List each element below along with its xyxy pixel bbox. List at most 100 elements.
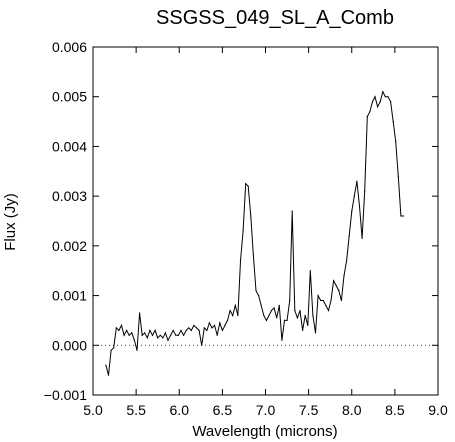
data-point [387,96,389,98]
x-axis-label: Wavelength (microns) [192,423,337,440]
data-point [294,309,296,312]
data-point [151,334,154,336]
data-point [183,334,185,336]
data-point [113,347,115,349]
data-point [128,334,130,336]
data-point [268,314,270,317]
x-tick-label: 5.0 [83,402,103,418]
data-point [402,215,405,217]
data-point [314,332,317,334]
data-point [190,329,192,331]
data-point [126,329,128,331]
plot-frame [92,46,439,396]
data-point [276,317,278,319]
data-point [353,195,355,197]
data-point [177,334,179,336]
series-line-flux [105,90,404,376]
data-point [245,183,247,185]
data-point [221,329,223,331]
data-point [139,312,141,314]
data-point [144,332,146,334]
x-axis-ticks: 5.0 5.5 6.0 6.5 7.0 7.5 8.0 8.5 9.0 [83,47,448,418]
data-point [258,295,260,297]
data-point [390,101,392,103]
data-point [201,344,203,346]
data-point [343,275,345,277]
data-point [234,304,236,307]
data-point [167,339,169,341]
data-point [252,255,254,257]
data-point [384,96,386,98]
data-point [374,96,376,98]
data-point [120,324,123,326]
data-point [338,290,340,292]
data-point [330,299,332,302]
data-point [322,299,324,302]
data-point [237,314,239,317]
data-point [164,332,166,334]
data-point [226,319,229,321]
data-point [250,215,252,217]
data-point [281,339,283,341]
data-point [149,329,151,331]
data-point [136,349,138,351]
chart-title: SSGSS_049_SL_A_Comb [156,7,394,29]
data-point [198,329,200,331]
y-tick-label: 0.004 [52,138,87,154]
data-point [123,334,125,336]
data-point [369,111,371,113]
data-point [260,304,262,307]
data-point [379,101,381,103]
data-point [170,334,172,336]
y-tick-label: 0.003 [52,188,87,204]
data-point [107,374,110,376]
y-tick-label: 0.006 [52,39,87,55]
data-point [356,180,358,182]
data-point [211,327,213,329]
data-point [309,270,311,272]
data-point [358,205,361,207]
data-point [327,309,330,312]
data-point [270,309,273,312]
data-point [118,329,120,331]
data-point [273,307,275,309]
data-point [154,329,156,331]
data-point [239,260,242,262]
y-axis-label: Flux (Jy) [2,193,19,251]
data-point [348,235,350,237]
y-tick-label: 0.002 [52,238,87,254]
data-point [175,334,177,336]
data-point [203,327,205,329]
data-point [115,327,117,329]
data-point [206,329,208,331]
data-point [229,309,231,312]
data-point [382,91,384,93]
x-tick-label: 7.0 [256,402,276,418]
data-point [242,230,244,232]
x-tick-label: 5.5 [126,402,146,418]
data-point [110,349,112,351]
data-point [371,101,374,103]
data-point [131,332,133,334]
series-points [105,91,405,376]
data-point [255,290,257,292]
data-point [325,304,327,307]
data-point [278,304,280,307]
y-tick-label: 0.001 [52,288,87,304]
data-point [141,334,143,336]
y-tick-label: 0.000 [52,337,87,353]
data-point [195,327,198,329]
data-point [312,314,314,317]
data-point [224,324,226,326]
data-point [133,339,135,341]
data-point [377,106,379,108]
data-point [302,329,304,331]
data-point [333,280,335,282]
data-point [317,295,319,297]
y-tick-label: −0.001 [44,387,87,403]
data-point [299,309,301,312]
data-point [307,324,309,326]
data-point [395,140,397,143]
data-point [185,329,187,331]
